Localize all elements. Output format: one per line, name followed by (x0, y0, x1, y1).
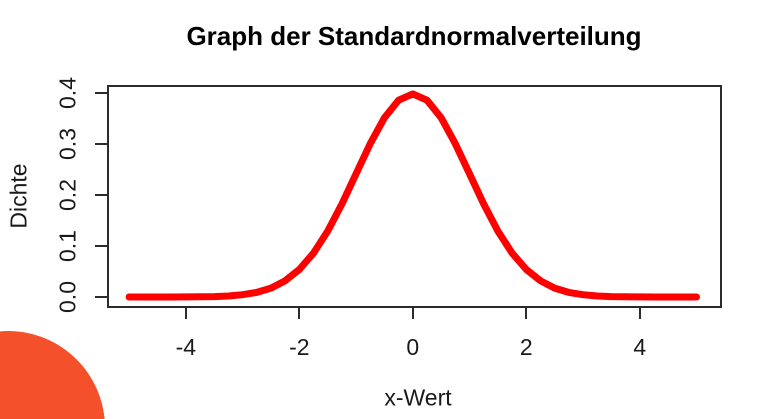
y-axis-tick (95, 296, 107, 298)
chart-title: Graph der Standardnormalverteilung (186, 21, 642, 51)
x-axis-tick (525, 308, 528, 319)
y-axis-tick-label: 0.3 (54, 128, 81, 161)
y-axis-tick-label: 0.0 (54, 281, 81, 313)
x-axis-tick-label: 0 (406, 334, 420, 360)
y-axis-tick (95, 245, 107, 248)
x-axis-tick-label: 4 (633, 334, 647, 360)
x-axis-tick-label: -4 (175, 334, 197, 360)
scribbr-logo-badge: Scribbr (0, 331, 105, 419)
normal-curve-line (125, 90, 700, 301)
x-axis-label: x-Wert (384, 384, 452, 411)
x-axis-tick (411, 308, 414, 319)
y-axis-label: Dichte (5, 163, 32, 229)
curve-layer (125, 90, 700, 301)
x-axis-tick-label: -2 (289, 334, 310, 360)
y-axis-tick-label: 0.2 (54, 179, 81, 212)
y-axis-tick-label: 0.4 (54, 77, 81, 110)
x-axis-tick-label: 2 (519, 334, 533, 360)
x-axis-tick (184, 308, 187, 319)
y-axis-tick-label: 0.1 (54, 230, 81, 263)
x-axis-tick (298, 308, 301, 319)
plot-area (107, 85, 722, 308)
y-axis-tick (95, 194, 107, 197)
y-axis-tick (95, 92, 107, 95)
y-axis-tick (95, 143, 107, 146)
x-axis-tick (638, 308, 641, 319)
